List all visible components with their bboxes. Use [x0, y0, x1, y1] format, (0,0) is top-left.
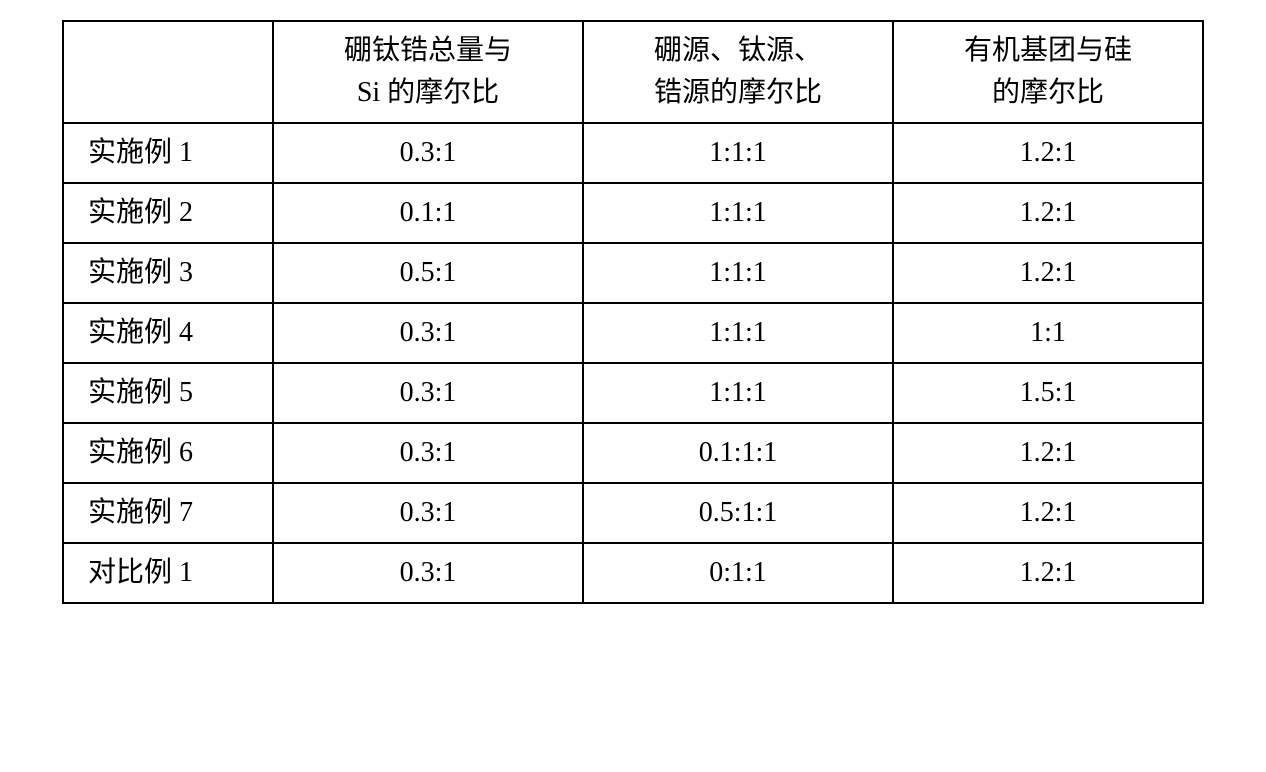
row-label: 实施例 1	[63, 123, 273, 183]
header-col1-line2: Si 的摩尔比	[357, 77, 499, 108]
header-col2-line2: 锆源的摩尔比	[654, 77, 822, 108]
row-cell: 0:1:1	[583, 543, 893, 603]
row-label: 实施例 3	[63, 243, 273, 303]
row-cell: 1.2:1	[893, 483, 1203, 543]
row-cell: 0.3:1	[273, 423, 583, 483]
row-cell: 1:1:1	[583, 183, 893, 243]
table-header: 硼钛锆总量与 Si 的摩尔比 硼源、钛源、 锆源的摩尔比 有机基团与硅 的摩尔比	[63, 21, 1203, 123]
row-cell: 1:1:1	[583, 363, 893, 423]
row-cell: 0.3:1	[273, 303, 583, 363]
table-row: 实施例 2 0.1:1 1:1:1 1.2:1	[63, 183, 1203, 243]
header-col1: 硼钛锆总量与 Si 的摩尔比	[273, 21, 583, 123]
row-cell: 1:1:1	[583, 123, 893, 183]
row-cell: 0.5:1:1	[583, 483, 893, 543]
row-cell: 1.2:1	[893, 423, 1203, 483]
row-cell: 1:1	[893, 303, 1203, 363]
header-col3-line1: 有机基团与硅	[964, 35, 1132, 66]
row-label: 实施例 7	[63, 483, 273, 543]
header-row: 硼钛锆总量与 Si 的摩尔比 硼源、钛源、 锆源的摩尔比 有机基团与硅 的摩尔比	[63, 21, 1203, 123]
row-cell: 1.2:1	[893, 543, 1203, 603]
row-cell: 1:1:1	[583, 243, 893, 303]
row-label: 实施例 4	[63, 303, 273, 363]
row-cell: 1.2:1	[893, 243, 1203, 303]
table-row: 实施例 3 0.5:1 1:1:1 1.2:1	[63, 243, 1203, 303]
row-label: 对比例 1	[63, 543, 273, 603]
table-body: 实施例 1 0.3:1 1:1:1 1.2:1 实施例 2 0.1:1 1:1:…	[63, 123, 1203, 603]
row-cell: 1:1:1	[583, 303, 893, 363]
row-cell: 1.5:1	[893, 363, 1203, 423]
row-cell: 0.3:1	[273, 543, 583, 603]
table-row: 实施例 6 0.3:1 0.1:1:1 1.2:1	[63, 423, 1203, 483]
table-row: 实施例 5 0.3:1 1:1:1 1.5:1	[63, 363, 1203, 423]
header-col2: 硼源、钛源、 锆源的摩尔比	[583, 21, 893, 123]
header-col3: 有机基团与硅 的摩尔比	[893, 21, 1203, 123]
row-cell: 0.1:1	[273, 183, 583, 243]
row-cell: 0.1:1:1	[583, 423, 893, 483]
row-label: 实施例 5	[63, 363, 273, 423]
row-label: 实施例 6	[63, 423, 273, 483]
row-cell: 0.3:1	[273, 123, 583, 183]
header-empty	[63, 21, 273, 123]
row-cell: 0.5:1	[273, 243, 583, 303]
table-row: 实施例 7 0.3:1 0.5:1:1 1.2:1	[63, 483, 1203, 543]
table-row: 对比例 1 0.3:1 0:1:1 1.2:1	[63, 543, 1203, 603]
row-cell: 1.2:1	[893, 123, 1203, 183]
row-cell: 1.2:1	[893, 183, 1203, 243]
header-col2-line1: 硼源、钛源、	[654, 35, 822, 66]
table-row: 实施例 1 0.3:1 1:1:1 1.2:1	[63, 123, 1203, 183]
header-col3-line2: 的摩尔比	[992, 77, 1104, 108]
row-cell: 0.3:1	[273, 363, 583, 423]
table-row: 实施例 4 0.3:1 1:1:1 1:1	[63, 303, 1203, 363]
header-col1-line1: 硼钛锆总量与	[344, 35, 512, 66]
row-cell: 0.3:1	[273, 483, 583, 543]
data-table: 硼钛锆总量与 Si 的摩尔比 硼源、钛源、 锆源的摩尔比 有机基团与硅 的摩尔比…	[62, 20, 1204, 604]
row-label: 实施例 2	[63, 183, 273, 243]
